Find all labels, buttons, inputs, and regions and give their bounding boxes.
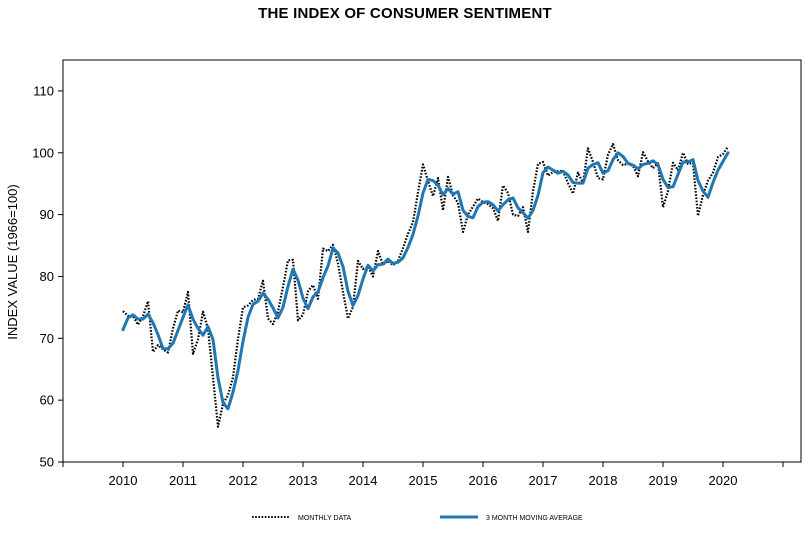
y-tick-label: 90 [40,207,54,222]
legend-label-moving-average: 3 MONTH MOVING AVERAGE [486,515,583,522]
y-axis-ticks: 50 60 70 80 90 100 110 [32,83,63,470]
legend-label-monthly-data: MONTHLY DATA [298,515,351,522]
x-axis-ticks: 2010 2011 2012 2013 2014 2015 2016 2017 2018 2019… [62,462,784,488]
x-tick-label: 2017 [529,473,558,488]
x-tick-label: 2014 [349,473,378,488]
x-tick-label: 2011 [169,473,197,488]
y-tick-label: 110 [33,83,54,98]
x-tick-label: 2020 [709,473,738,488]
legend: MONTHLY DATA 3 MONTH MOVING AVERAGE [252,515,583,522]
x-tick-label: 2018 [589,473,618,488]
plot-area-frame [62,59,802,463]
series-line-moving-average [121,151,730,411]
y-tick-label: 80 [40,269,54,284]
y-tick-label: 60 [40,393,54,408]
x-tick-label: 2013 [289,473,318,488]
y-tick-label: 70 [40,331,54,346]
y-axis-label: INDEX VALUE (1966=100) [5,184,20,339]
x-tick-label: 2012 [229,473,258,488]
x-tick-label: 2010 [109,473,138,488]
y-tick-label: 50 [40,455,54,470]
chart-title: THE INDEX OF CONSUMER SENTIMENT [258,5,552,22]
series-layer [121,143,730,428]
x-tick-label: 2019 [649,473,678,488]
x-tick-label: 2015 [409,473,438,488]
x-tick-label: 2016 [469,473,498,488]
y-tick-label: 100 [32,145,54,160]
